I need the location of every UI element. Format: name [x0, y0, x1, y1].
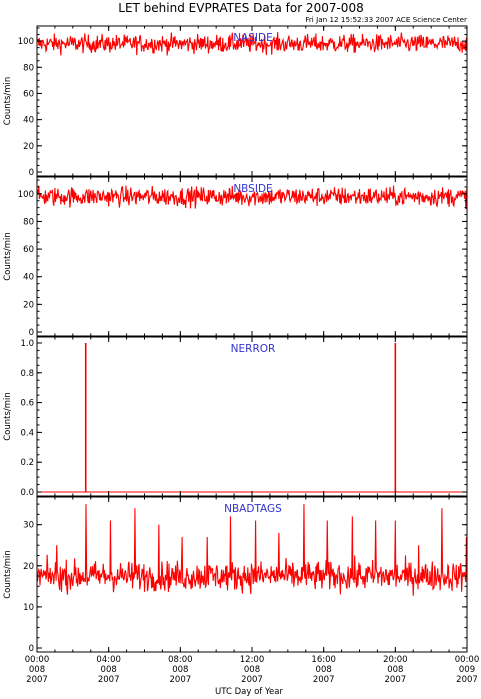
series-nbadtags-line: [36, 504, 468, 596]
panel-naside: 0 20 40 60 80 100 Counts/min NASIDE: [3, 25, 468, 178]
y-tick-label: 20: [23, 562, 34, 572]
x-tick-doy: 008: [101, 665, 117, 675]
panel-frame: [36, 336, 468, 497]
x-tick-doy: 008: [29, 665, 45, 675]
y-tick-label: 0: [29, 644, 34, 654]
y-axis-title: Counts/min: [3, 550, 13, 599]
x-tick-doy: 008: [172, 665, 188, 675]
panel-frame: [36, 25, 468, 177]
panel-label: NASIDE: [233, 32, 273, 44]
y-tick-label: 100: [18, 37, 34, 47]
y-tick-label: 0.4: [20, 428, 34, 438]
panel-nerror: 0.0 0.2 0.4 0.6 0.8 1.0 Counts/min NERROR: [3, 336, 468, 498]
panel-label: NBADTAGS: [224, 503, 282, 515]
y-tick-label: 60: [23, 245, 34, 255]
y-tick-label: 0.0: [20, 488, 34, 498]
y-tick-label: 30: [23, 521, 34, 531]
y-tick-label: 1.0: [20, 339, 34, 349]
y-axis-title: Counts/min: [3, 392, 13, 441]
y-tick-label: 0: [29, 328, 34, 338]
x-tick-year: 2007: [170, 675, 192, 685]
panel-nbadtags: 0 10 20 30 Counts/min NBADTAGS: [3, 496, 468, 654]
x-tick-time: 16:00: [311, 655, 336, 665]
series-nbside-line: [36, 185, 468, 210]
y-axis-title: Counts/min: [3, 232, 13, 281]
y-tick-label: 80: [23, 217, 34, 227]
x-tick-doy: 008: [316, 665, 332, 675]
panels: 020406080100Counts/minNASIDE020406080100…: [3, 25, 468, 654]
x-tick-doy: 008: [244, 665, 260, 675]
panel-label: NERROR: [231, 343, 276, 355]
x-axis-title: UTC Day of Year: [215, 687, 283, 697]
x-axis: 00:00008200704:00008200708:00008200712:0…: [25, 655, 480, 685]
y-tick-label: 0.8: [20, 369, 34, 379]
x-tick-year: 2007: [26, 675, 48, 685]
x-tick-doy: 009: [459, 665, 475, 675]
y-tick-label: 100: [18, 190, 34, 200]
y-tick-label: 0.2: [20, 458, 34, 468]
x-tick-time: 20:00: [383, 655, 408, 665]
y-tick-label: 60: [23, 89, 34, 99]
x-tick-time: 00:00: [25, 655, 50, 665]
x-tick-time: 08:00: [168, 655, 193, 665]
y-tick-label: 10: [23, 603, 34, 613]
generation-timestamp: Fri Jan 12 15:52:33 2007 ACE Science Cen…: [305, 15, 467, 24]
y-tick-label: 40: [23, 116, 34, 126]
series-naside-line: [36, 32, 468, 56]
y-axis-title: Counts/min: [3, 77, 13, 126]
x-tick-doy: 008: [387, 665, 403, 675]
panel-nbside: 0 20 40 60 80 100 Counts/min NBSIDE: [3, 176, 468, 338]
y-tick-label: 40: [23, 273, 34, 283]
x-tick-year: 2007: [385, 675, 407, 685]
y-tick-label: 80: [23, 63, 34, 73]
panel-label: NBSIDE: [233, 183, 272, 195]
x-tick-time: 00:00: [455, 655, 480, 665]
x-tick-year: 2007: [313, 675, 335, 685]
y-tick-label: 20: [23, 142, 34, 152]
x-tick-year: 2007: [241, 675, 263, 685]
figure-title: LET behind EVPRATES Data for 2007-008: [118, 1, 363, 15]
x-tick-time: 04:00: [96, 655, 121, 665]
y-tick-label: 0.6: [20, 399, 34, 409]
x-tick-time: 12:00: [240, 655, 265, 665]
x-tick-year: 2007: [98, 675, 120, 685]
y-tick-label: 20: [23, 300, 34, 310]
y-tick-label: 0: [29, 168, 34, 178]
x-tick-year: 2007: [456, 675, 478, 685]
